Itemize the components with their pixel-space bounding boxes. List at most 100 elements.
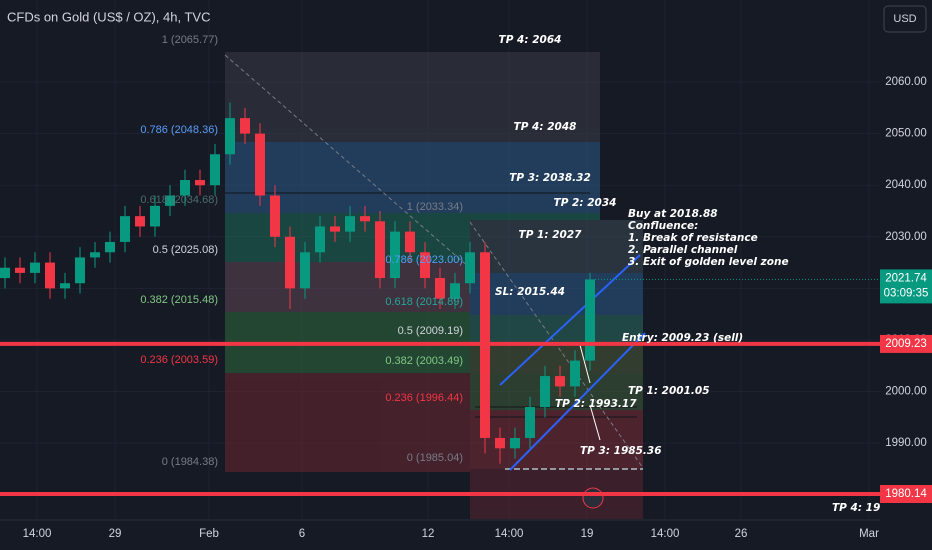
annotation: 0 (1984.38) <box>162 456 218 468</box>
candle-body <box>105 241 115 253</box>
channel-line <box>509 332 646 471</box>
candle-body <box>15 267 25 273</box>
y-tick-label: 2060.00 <box>885 76 927 88</box>
annotation: 0 (1985.04) <box>407 452 463 464</box>
candle-body <box>0 267 10 279</box>
candle-body <box>255 133 265 196</box>
candle-body <box>300 252 310 289</box>
candle-body <box>450 283 460 299</box>
candle-body <box>360 216 370 222</box>
candle-body <box>390 231 400 279</box>
price-label-box <box>880 334 932 353</box>
annotation: 0.5 (2009.19) <box>398 325 463 337</box>
annotation: 0.382 (2003.49) <box>385 355 463 367</box>
currency-button[interactable] <box>883 5 927 33</box>
annotation: 2. Parallel channel <box>628 244 738 256</box>
annotation: 3. Exit of golden level zone <box>628 256 789 268</box>
annotation: 1. Break of resistance <box>628 232 758 244</box>
candle-body <box>420 252 430 279</box>
candle-body <box>225 118 235 155</box>
candle-body <box>60 283 70 289</box>
candle-body <box>525 407 535 438</box>
x-tick-label: 19 <box>581 528 594 540</box>
chart-title: CFDs on Gold (US$ / OZ), 4h, TVC <box>7 9 210 24</box>
annotation: TP 1: 2001.05 <box>628 385 710 397</box>
candle-body <box>285 236 295 289</box>
candle-body <box>540 376 550 408</box>
price-label-box <box>880 485 932 503</box>
candle-body <box>495 437 505 449</box>
candle-body <box>165 195 175 206</box>
candle-body <box>510 437 520 449</box>
x-tick-label: 14:00 <box>495 528 524 540</box>
arrow <box>589 404 601 441</box>
annotation: TP 1: 2027 <box>519 229 583 241</box>
annotation: 0.236 (1996.44) <box>385 392 463 404</box>
fib-zone <box>225 142 600 213</box>
price-lines <box>0 278 880 496</box>
annotation: 0.236 (2003.59) <box>140 354 218 366</box>
annotation: TP 3: 1985.36 <box>580 445 662 457</box>
fib-zone <box>470 344 643 374</box>
candle-body <box>45 262 55 289</box>
x-tick-label: 6 <box>299 528 305 540</box>
y-tick-label: 2000.00 <box>885 386 927 398</box>
x-tick-label: 14:00 <box>23 528 52 540</box>
candle-body <box>75 257 85 284</box>
channel-line <box>499 254 641 386</box>
countdown-label: 03:09:35 <box>884 287 929 299</box>
candle-body <box>195 180 205 186</box>
arrow <box>579 344 591 384</box>
candle-body <box>375 221 385 279</box>
annotations: 1 (2065.77) 0.786 (2048.36) 0.618 (2034.68… <box>140 34 906 514</box>
annotation: 0.618 (2014.89) <box>385 296 463 308</box>
fib-zone <box>470 220 643 273</box>
annotation: 0.382 (2015.48) <box>140 294 218 306</box>
annotation: Buy at 2018.88 <box>628 208 718 220</box>
annotation: 0.5 (2025.08) <box>153 244 218 256</box>
candle-body <box>570 360 580 387</box>
y-tick-label: 2050.00 <box>885 128 927 140</box>
candle-body <box>345 216 355 232</box>
annotation: 1 (2065.77) <box>162 34 218 46</box>
candle-body <box>330 226 340 232</box>
annotation: TP 4: 2048 <box>514 121 577 133</box>
candle-body <box>315 226 325 253</box>
annotation: TP 2: 2034 <box>554 197 617 209</box>
event-icon[interactable] <box>582 487 604 509</box>
candle-body <box>150 205 160 227</box>
last-price-label: 2021.74 <box>885 272 927 284</box>
x-tick-label: 14:00 <box>651 528 680 540</box>
candle-body <box>180 180 190 196</box>
candle-body <box>120 216 130 242</box>
annotation: TP 3: 2038.32 <box>509 172 591 184</box>
candle-body <box>555 376 565 387</box>
y-tick-label: 2030.00 <box>885 231 927 243</box>
x-tick-label: Mar <box>859 528 879 540</box>
annotation: TP 2: 1993.17 <box>555 398 637 410</box>
price-label: 2009.23 <box>885 338 927 350</box>
annotation: TP 4: 2064 <box>499 34 562 46</box>
y-tick-label: 1990.00 <box>885 437 927 449</box>
annotation: SL: 2015.44 <box>495 286 565 298</box>
x-tick-label: 29 <box>109 528 122 540</box>
currency-label[interactable]: USD <box>893 13 916 25</box>
annotation: 0.618 (2034.68) <box>140 194 218 206</box>
x-tick-label: 26 <box>735 528 748 540</box>
x-tick-label: Feb <box>199 528 219 540</box>
x-tick-label: 12 <box>422 528 435 540</box>
annotation: Entry: 2009.23 (sell) <box>622 332 743 344</box>
candle-body <box>465 252 475 284</box>
last-price-box <box>880 269 932 304</box>
annotation: 0.786 (2023.00) <box>385 254 463 266</box>
candle-body <box>435 278 445 299</box>
annotation: 0.786 (2048.36) <box>140 124 218 136</box>
candle-body <box>405 231 415 253</box>
candle-body <box>240 118 250 134</box>
fib-zone <box>470 315 643 344</box>
trend-line <box>224 54 471 269</box>
price-label: 1980.14 <box>885 488 927 500</box>
candle-body <box>135 216 145 227</box>
